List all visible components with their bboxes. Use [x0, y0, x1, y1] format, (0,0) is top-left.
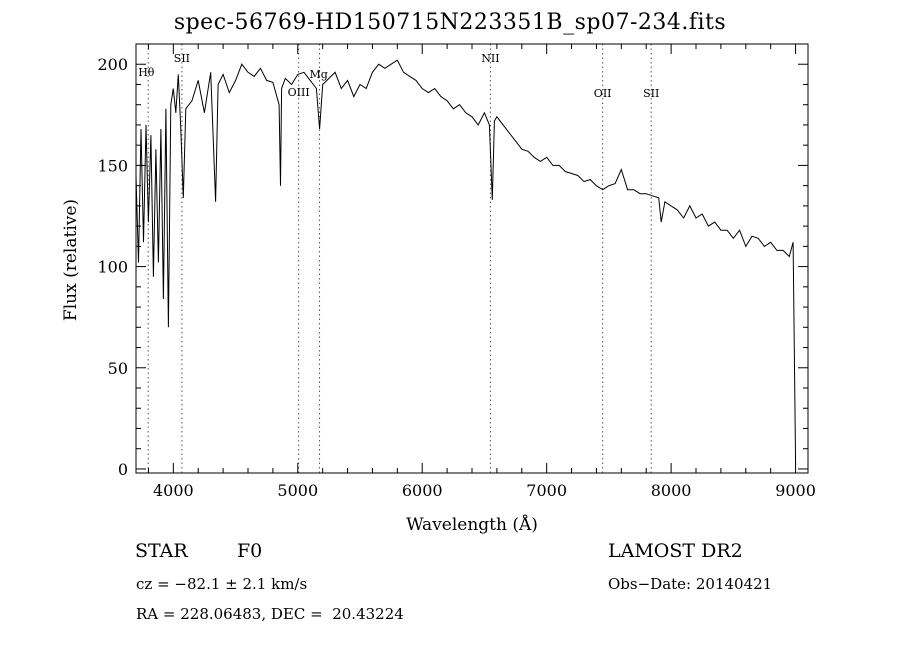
plot-frame [135, 43, 809, 474]
y-tick-label: 150 [97, 156, 128, 175]
x-tick-label: 9000 [775, 481, 816, 500]
line-label: Hθ [138, 66, 155, 79]
line-label: OII [594, 87, 612, 100]
line-label: SII [174, 52, 190, 65]
x-tick-label: 4000 [153, 481, 194, 500]
x-tick-label: 7000 [526, 481, 567, 500]
line-label: SII [643, 87, 659, 100]
coordinates: RA = 228.06483, DEC = 20.43224 [136, 605, 404, 623]
axes-frame [135, 43, 809, 474]
x-tick-label: 6000 [402, 481, 443, 500]
redshift-cz: cz = −82.1 ± 2.1 km/s [136, 575, 308, 593]
observation-date: Obs−Date: 20140421 [608, 575, 773, 593]
spectrum-line [135, 59, 797, 465]
x-tick-label: 5000 [277, 481, 318, 500]
x-axis-label: Wavelength (Å) [406, 514, 538, 535]
x-tick-label: 8000 [651, 481, 692, 500]
y-tick-label: 200 [97, 55, 128, 74]
axis-ticks: 4000 5000 6000 7000 8000 9000 0 50 100 150 200 [97, 44, 816, 500]
y-axis-label: Flux (relative) [61, 199, 81, 321]
y-tick-label: 100 [97, 258, 128, 277]
chart-title: spec-56769-HD150715N223351B_sp07-234.fit… [173, 10, 727, 35]
survey-name: LAMOST DR2 [608, 540, 743, 562]
line-label: NII [481, 52, 499, 65]
line-label: Mg [310, 68, 328, 81]
line-label: OIII [288, 86, 310, 99]
y-tick-label: 0 [118, 460, 128, 479]
object-type: STAR [135, 540, 188, 562]
y-tick-label: 50 [108, 359, 128, 378]
object-subclass: F0 [237, 540, 263, 562]
